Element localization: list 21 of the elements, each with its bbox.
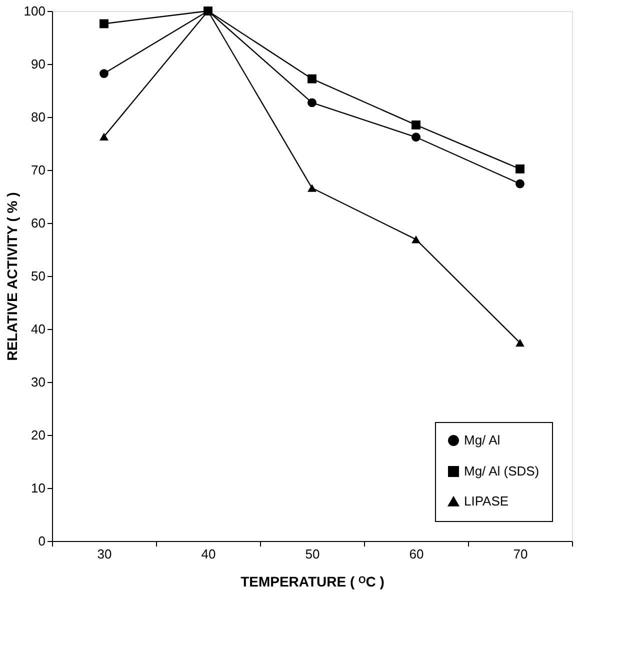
x-axis-title: TEMPERATURE ( ᴼC ) <box>240 574 384 590</box>
y-tick-label: 80 <box>31 110 46 124</box>
y-tick-label: 70 <box>31 162 46 178</box>
y-tick-label: 50 <box>31 268 46 284</box>
x-tick-label: 70 <box>513 546 528 562</box>
x-tick-label: 60 <box>409 546 424 562</box>
y-tick-label: 40 <box>31 322 46 336</box>
y-axis-title: RELATIVE ACTIVITY ( % ) <box>4 192 20 361</box>
y-tick-label: 0 <box>38 534 46 548</box>
y-tick-label: 60 <box>31 216 46 230</box>
x-tick-label: 30 <box>97 546 112 562</box>
y-tick-label: 20 <box>31 428 46 442</box>
y-tick-label: 10 <box>31 480 46 496</box>
legend-label: Mg/ Al <box>464 432 500 448</box>
x-tick-label: 50 <box>305 546 320 562</box>
y-tick-label: 100 <box>24 4 46 18</box>
y-tick-label: 90 <box>31 56 46 72</box>
legend-label: LIPASE <box>464 494 509 508</box>
x-tick-label: 40 <box>201 546 216 562</box>
legend-label: Mg/ Al (SDS) <box>464 464 540 478</box>
y-tick-label: 30 <box>31 374 46 390</box>
